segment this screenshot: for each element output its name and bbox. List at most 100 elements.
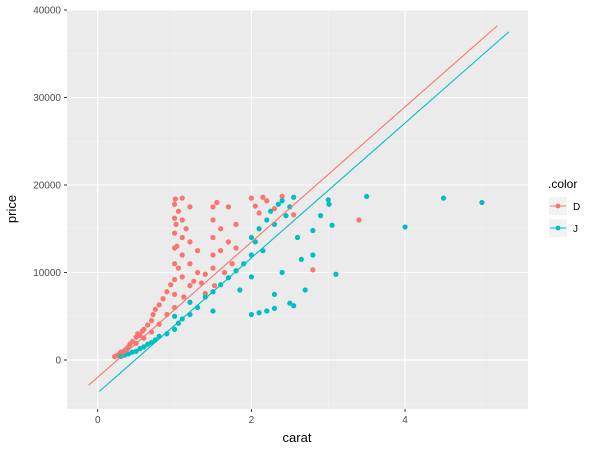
data-point-j <box>256 310 262 316</box>
data-point-j <box>252 239 258 245</box>
data-point-d <box>210 204 216 210</box>
plot-panel <box>67 10 528 409</box>
trend-line-j <box>98 31 510 392</box>
data-point-d <box>183 226 189 232</box>
data-point-j <box>287 204 293 210</box>
data-point-j <box>291 303 297 309</box>
data-point-d <box>171 201 178 207</box>
data-point-j <box>248 274 254 280</box>
data-point-d <box>271 206 278 212</box>
trend-lines <box>88 25 510 392</box>
data-point-d <box>210 234 216 241</box>
data-point-d <box>171 291 178 297</box>
data-point-d <box>156 302 162 308</box>
legend-label-j: J <box>573 224 578 235</box>
data-point-d <box>260 194 266 200</box>
data-point-d <box>218 226 224 232</box>
data-point-d <box>172 196 178 202</box>
data-point-j <box>237 287 243 293</box>
data-point-j <box>171 326 178 332</box>
data-point-j <box>279 269 285 276</box>
x-tick-label: 4 <box>402 415 408 426</box>
data-point-d <box>137 332 143 339</box>
data-point-d <box>291 212 297 218</box>
data-point-d <box>225 204 231 210</box>
data-point-d <box>233 245 239 251</box>
y-tick-label: 30000 <box>33 93 61 104</box>
data-point-j <box>241 261 247 267</box>
data-point-j <box>479 199 485 206</box>
data-point-j <box>164 331 170 337</box>
major-grid <box>67 9 528 409</box>
data-point-j <box>440 195 447 201</box>
legend-item-d: D <box>549 197 580 215</box>
data-point-d <box>252 203 258 209</box>
data-point-j <box>317 213 324 219</box>
data-point-j <box>310 252 316 258</box>
data-point-j <box>271 221 278 227</box>
data-point-d <box>248 195 254 201</box>
data-point-d <box>156 321 162 327</box>
data-point-d <box>356 217 362 223</box>
data-point-d <box>145 322 151 328</box>
data-point-j <box>279 198 285 204</box>
data-point-j <box>171 313 178 319</box>
data-point-d <box>310 267 316 273</box>
data-point-j <box>133 348 139 354</box>
data-point-d <box>187 261 193 267</box>
data-point-d <box>218 248 224 254</box>
x-axis-title: carat <box>283 430 312 445</box>
data-point-d <box>210 265 216 271</box>
data-point-d <box>256 210 262 216</box>
data-point-j <box>187 311 193 318</box>
data-point-d <box>152 306 158 312</box>
data-point-j <box>248 311 254 318</box>
y-tick-label: 10000 <box>33 268 61 279</box>
data-point-d <box>174 243 180 249</box>
data-point-d <box>175 265 182 271</box>
data-point-j <box>402 224 408 230</box>
data-point-d <box>141 335 147 341</box>
data-point-d <box>173 221 179 227</box>
legend-item-j: J <box>549 219 578 237</box>
data-point-d <box>175 208 182 214</box>
data-point-d <box>202 271 208 277</box>
data-point-d <box>187 239 193 245</box>
data-point-d <box>187 283 193 289</box>
data-point-d <box>187 204 193 210</box>
data-point-j <box>264 308 270 314</box>
data-point-j <box>264 217 270 223</box>
legend-title: .color <box>548 177 577 191</box>
data-point-d <box>225 239 231 245</box>
y-axis-title: price <box>4 195 19 223</box>
data-point-j <box>326 201 332 207</box>
data-point-d <box>179 195 185 201</box>
minor-grid <box>67 10 528 409</box>
data-point-d <box>195 269 201 276</box>
data-point-d <box>279 193 285 199</box>
data-point-d <box>181 294 187 300</box>
data-point-j <box>210 308 216 314</box>
data-point-j <box>291 194 297 200</box>
data-point-j <box>329 222 335 228</box>
y-tick-label: 20000 <box>33 181 61 192</box>
y-axis-ticks: 0 10000 20000 30000 40000 <box>33 6 67 367</box>
data-point-j <box>271 291 278 297</box>
data-point-d <box>210 217 216 223</box>
data-point-j <box>202 294 208 300</box>
data-point-d <box>164 289 170 295</box>
data-point-d <box>171 230 178 236</box>
data-point-j <box>248 234 254 241</box>
y-tick-label: 0 <box>55 356 61 367</box>
data-point-d <box>141 326 147 332</box>
data-point-d <box>171 261 178 267</box>
x-axis-ticks: 0 2 4 <box>95 409 408 426</box>
data-point-d <box>221 269 228 276</box>
data-point-d <box>150 311 156 318</box>
data-point-d <box>214 199 220 206</box>
data-point-d <box>160 296 166 302</box>
data-point-j <box>175 320 182 326</box>
data-point-j <box>141 344 147 350</box>
data-point-j <box>283 213 289 219</box>
legend-key-d-dot <box>555 203 561 209</box>
